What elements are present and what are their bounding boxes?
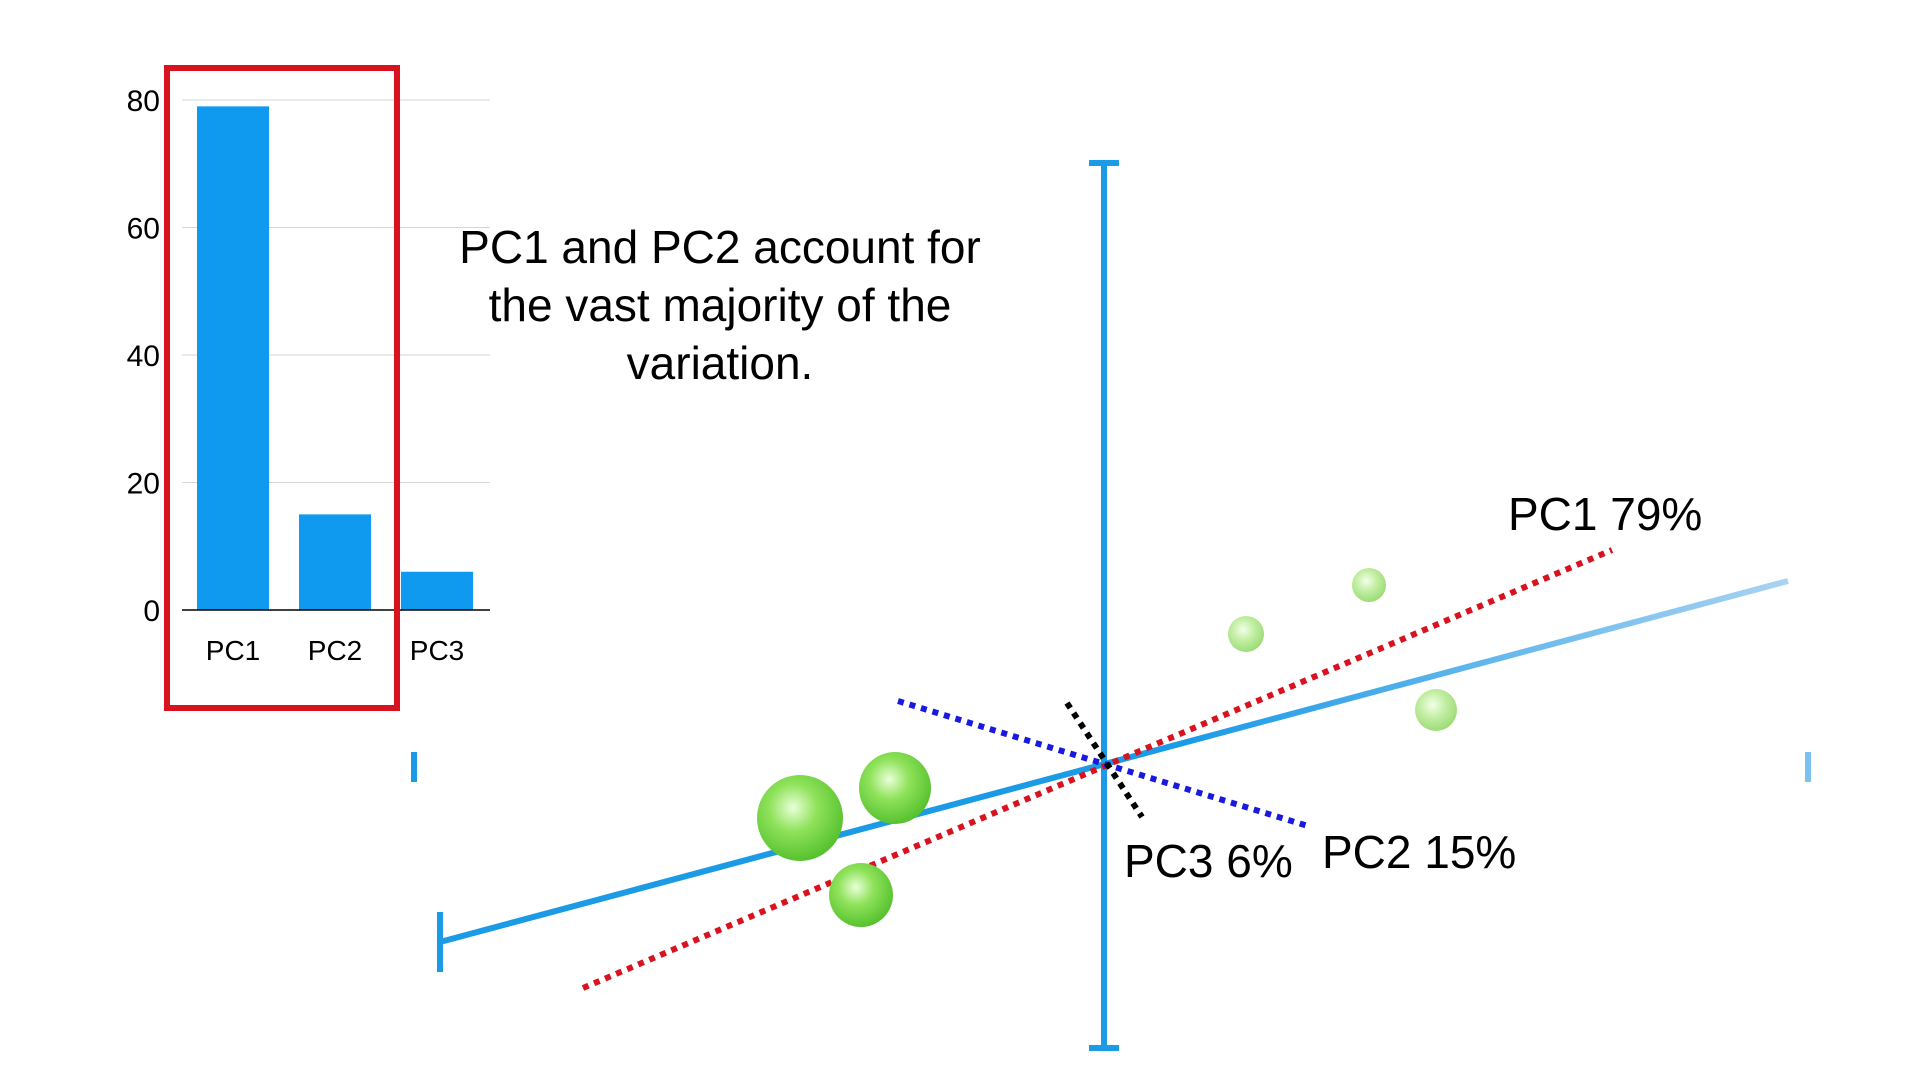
bar-chart-y-axis: 0 20 40 60 80 xyxy=(127,85,160,628)
pc3-label: PC3 6% xyxy=(1124,835,1293,887)
annotation-text: PC1 and PC2 account for the vast majority… xyxy=(410,218,1030,392)
annotation-line: the vast majority of the xyxy=(488,279,952,331)
bar-chart-bars xyxy=(197,106,473,610)
bar-pc3 xyxy=(401,571,473,610)
annotation-line: PC1 and PC2 account for xyxy=(459,221,981,273)
data-point xyxy=(1352,568,1386,602)
bar-pc2 xyxy=(299,514,371,610)
pc2-label: PC2 15% xyxy=(1322,826,1516,878)
data-point xyxy=(757,775,843,861)
y-tick-label: 0 xyxy=(143,595,160,628)
annotation-line: variation. xyxy=(626,337,814,389)
x-tick-label: PC3 xyxy=(410,635,464,666)
data-point xyxy=(859,752,931,824)
pc1-label: PC1 79% xyxy=(1508,488,1702,540)
bar-chart-x-axis: PC1 PC2 PC3 xyxy=(206,635,464,666)
x-tick-label: PC1 xyxy=(206,635,260,666)
y-tick-label: 20 xyxy=(127,468,160,501)
data-point xyxy=(829,863,893,927)
y-tick-label: 80 xyxy=(127,85,160,118)
x-tick-label: PC2 xyxy=(308,635,362,666)
y-tick-label: 40 xyxy=(127,340,160,373)
pca-points xyxy=(757,568,1457,927)
highlight-box xyxy=(164,65,400,711)
data-point xyxy=(1415,689,1457,731)
bar-pc1 xyxy=(197,106,269,610)
y-tick-label: 60 xyxy=(127,213,160,246)
pc3-line xyxy=(1064,701,1145,819)
data-point xyxy=(1228,616,1264,652)
